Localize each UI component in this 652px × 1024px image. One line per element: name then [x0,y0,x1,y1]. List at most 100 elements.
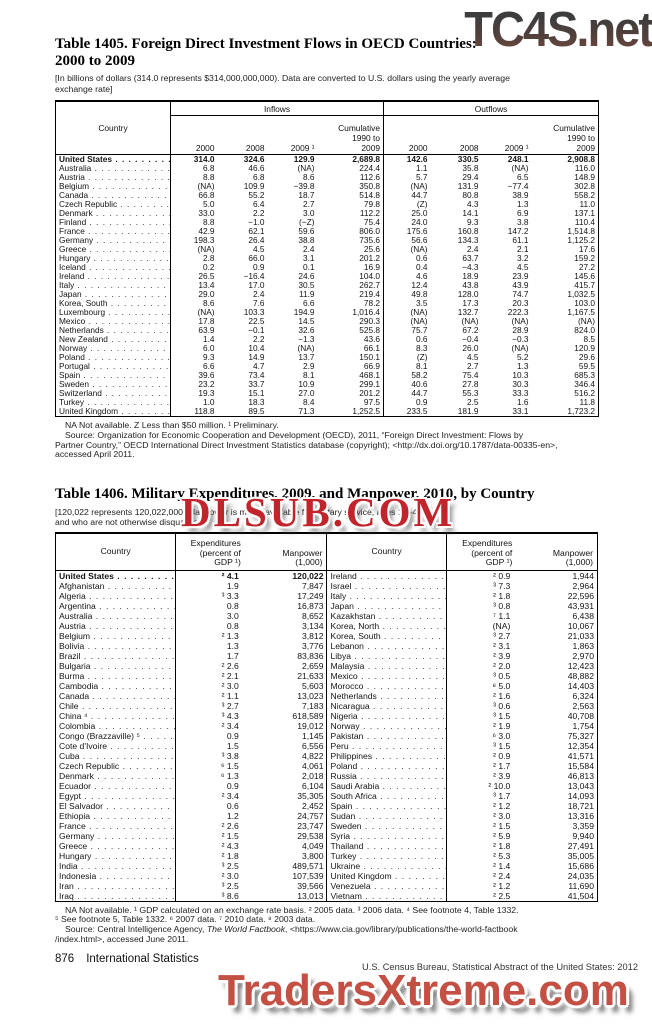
manpower-cell: 2,970 [572,650,594,661]
expenditure-cell: ² 1.8 [493,590,511,601]
country-cell: Cote d'Ivoire . . . . . . . . . . . . . … [55,740,177,751]
manpower-cell: 2,018 [301,770,324,781]
expenditure-cell: ² 5.9 [493,830,511,841]
dot-leader: . . . . . . . . . . . . . . . . . . . . … [382,620,446,631]
table-1405-title-line2: 2000 to 2009 [55,52,135,69]
expenditure-cell: 1.9 [226,580,239,591]
manpower-cell: 29,538 [297,830,324,841]
manpower-cell: 3,800 [301,850,324,861]
country-cell: Denmark . . . . . . . . . . . . . . . . … [55,209,171,218]
table-1406-title: Table 1406. Military Expenditures, 2009,… [55,486,535,503]
column-header-cumulative: Cumulative 1990 to 2009 [553,123,596,153]
military-table: Country Expenditures (percent of GDP ¹) Ma… [55,531,598,902]
value-cell: 58.2 [383,371,434,380]
value-cell: 27.8 [462,380,479,389]
country-cell: Turkey . . . . . . . . . . . . . . . . .… [326,850,447,861]
table-row: Turkey . . . . . . . . . . . . . . . . .… [55,398,599,407]
table-row: Argentina . . . . . . . . . . . . . . . … [55,600,598,611]
value-cell: 79.8 [363,200,381,209]
manpower-cell: 5,603 [301,680,324,691]
value-cell: 468.1 [359,371,381,380]
country-cell: Ecuador . . . . . . . . . . . . . . . . … [55,780,177,791]
table-row: Cote d'Ivoire . . . . . . . . . . . . . … [55,740,598,751]
value-cell: 1,252.5 [352,407,381,416]
column-group-inflows: Inflows [170,101,384,116]
country-name: Denmark [59,770,94,781]
country-name: Vietnam [330,890,362,901]
dot-leader: . . . . . . . . . . . . . . . . . . . . … [88,317,170,326]
value-cell: 97.5 [363,398,381,407]
country-name: Denmark [59,209,93,218]
column-header-year: 2000 [383,115,434,155]
value-cell: 6.8 [252,173,265,182]
expenditure-cell: 1.2 [226,810,239,821]
country-name: Spain [59,371,81,380]
table-row: Belgium . . . . . . . . . . . . . . . . … [55,630,598,641]
country-name: United States [59,154,113,164]
dot-leader: . . . . . . . . . . . . . . . . . . . . … [89,620,175,631]
value-cell: 5.7 [383,173,434,182]
expenditure-cell: 3.0 [226,610,239,621]
country-name: Burma [59,670,85,681]
table-row: Sweden . . . . . . . . . . . . . . . . .… [55,380,599,389]
country-name: Nigeria [330,710,358,721]
value-cell: 6.8 [202,164,215,173]
value-cell: 33.3 [512,389,529,398]
country-name: Switzerland [59,389,102,398]
country-cell: Lebanon . . . . . . . . . . . . . . . . … [326,640,447,651]
manpower-cell: 75,327 [567,730,594,741]
dot-leader: . . . . . . . . . . . . . . . . . . . . … [87,640,175,651]
country-name: France [59,227,85,236]
dot-leader: . . . . . . . . . . . . . . . . . . . . … [120,200,170,209]
value-cell: 4.5 [516,263,529,272]
value-cell: 23.2 [198,380,215,389]
value-cell: 116.0 [574,164,596,173]
value-cell: 248.1 [484,154,535,164]
table-row: El Salvador . . . . . . . . . . . . . . … [55,800,598,811]
country-cell: Belgium . . . . . . . . . . . . . . . . … [55,630,177,641]
value-cell: 6.6 [302,299,315,308]
country-cell: Greece . . . . . . . . . . . . . . . . .… [55,245,171,254]
value-cell: 61.1 [512,236,529,245]
value-cell: 2.9 [302,362,315,371]
country-cell: United Kingdom . . . . . . . . . . . . .… [55,407,171,417]
dot-leader: . . . . . . . . . . . . . . . . . . . . … [366,730,445,741]
value-cell: 2.4 [302,245,315,254]
value-cell: 59.6 [298,227,315,236]
country-name: Thailand [330,840,364,851]
expenditure-cell: ² 3.0 [493,810,511,821]
dot-leader: . . . . . . . . . . . . . . . . . . . . … [96,236,169,245]
value-cell: 824.0 [574,326,596,335]
table-row: Canada . . . . . . . . . . . . . . . . .… [55,690,598,701]
table-row: Iraq . . . . . . . . . . . . . . . . . .… [55,890,598,902]
table-row: Afghanistan . . . . . . . . . . . . . . … [55,580,598,591]
expenditure-cell: ² 3.9 [493,770,511,781]
header-row-groups: Country Inflows Outflows [55,101,599,155]
dot-leader: . . . . . . . . . . . . . . . . . . . . … [81,700,175,711]
value-cell: 14.9 [248,353,265,362]
page-number: 876 [55,953,75,965]
country-name: United Kingdom [59,407,119,416]
country-cell: Ireland . . . . . . . . . . . . . . . . … [55,272,171,281]
manpower-cell: 3,134 [301,620,324,631]
country-name: Belgium [59,182,89,191]
value-cell: 10.3 [512,371,529,380]
manpower-cell: 4,061 [301,760,324,771]
column-header-year: 2009 ¹ [504,143,529,153]
country-name: France [59,820,86,831]
header-row: Country Expenditures (percent of GDP ¹) Ma… [55,532,598,571]
table-row: Egypt . . . . . . . . . . . . . . . . . … [55,790,598,801]
table-row: Cuba . . . . . . . . . . . . . . . . . .… [55,750,598,761]
table-row: Czech Republic . . . . . . . . . . . . .… [55,760,598,771]
value-cell: 1.3 [516,200,529,209]
value-cell: 20.3 [512,299,529,308]
column-header-country: Country [326,532,447,571]
table-1406-footnotes: NA Not available. ¹ GDP calculated on an… [55,905,598,945]
dot-leader: . . . . . . . . . . . . . . . . . . . . … [90,710,176,721]
expenditure-cell: ² 1.3 [221,630,239,641]
source-line: accessed April 2011. [55,449,135,460]
expenditure-cell: ² 3.0 [221,870,239,881]
value-cell: 1.1 [383,164,434,173]
expenditure-cell: ² 1.2 [493,880,511,891]
